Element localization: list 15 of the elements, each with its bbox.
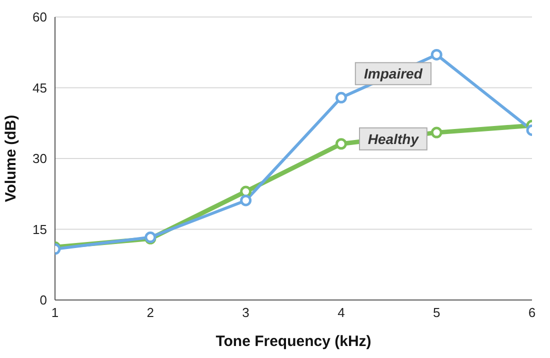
series-label: Healthy (368, 130, 420, 147)
y-tick-label: 0 (40, 292, 47, 308)
x-tick-label: 3 (242, 305, 250, 320)
y-tick-label: 45 (32, 80, 47, 96)
x-tick-label: 2 (146, 305, 154, 320)
x-tick-label: 4 (338, 305, 345, 320)
y-tick-label: 30 (32, 151, 47, 166)
x-tick-label: 1 (51, 305, 59, 320)
y-axis-title: Volume (dB) (2, 114, 20, 202)
y-tick-label: 60 (32, 10, 47, 25)
series-label: Impaired (364, 66, 423, 82)
x-axis-title: Tone Frequency (kHz) (216, 333, 372, 350)
x-tick-label: 6 (528, 305, 536, 320)
y-tick-label: 15 (32, 222, 47, 237)
x-tick-label: 5 (432, 305, 440, 320)
